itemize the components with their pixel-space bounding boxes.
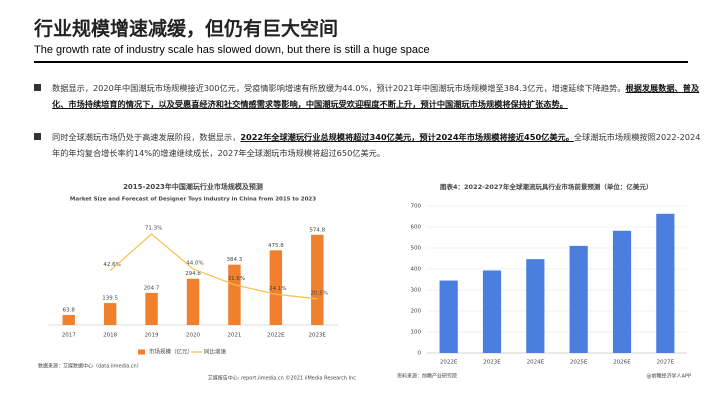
x-tick-label: 2018	[103, 333, 117, 339]
x-tick-label: 2024E	[527, 360, 545, 366]
x-tick-label: 2025E	[570, 360, 588, 366]
data-label: 42.6%	[103, 262, 120, 268]
data-label: 24.1%	[269, 286, 286, 292]
legend-label: 同比增速	[204, 348, 227, 356]
bar	[482, 270, 502, 353]
bullet: 数据显示，2020年中国潮玩市场规模接近300亿元，受疫情影响增速有所放缓为44…	[34, 80, 702, 112]
bar	[186, 278, 200, 325]
footer-note: 艾媒报告中心: report.iimedia.cn ©2021 iiMedia …	[208, 375, 356, 382]
legend-swatch	[138, 349, 145, 355]
x-tick-label: 2026E	[613, 360, 631, 366]
x-tick-label: 2020	[186, 333, 200, 339]
y-tick-label: 500	[411, 246, 422, 252]
bar	[311, 234, 324, 325]
bar	[145, 292, 158, 325]
body-text: 全球潮玩市场规模按照2022-2024年的年均复合增长率约14%的增速继续成长，…	[52, 132, 701, 158]
data-label: 44.0%	[186, 260, 203, 266]
y-tick-label: 400	[411, 267, 422, 273]
data-label: 71.3%	[145, 226, 162, 232]
data-label: 475.8	[268, 243, 284, 249]
slide-subtitle: The growth rate of industry scale has sl…	[34, 44, 430, 56]
y-tick-label: 200	[411, 309, 422, 315]
y-tick-label: 100	[411, 330, 422, 336]
data-label: 204.7	[144, 285, 160, 291]
y-tick-label: 300	[411, 288, 422, 294]
y-tick-label: 0	[418, 351, 422, 357]
chart: 2015-2023年中国潮玩行业市场规模及预测 Market Size and F…	[38, 182, 356, 382]
slide-title: 行业规模增速减缓，但仍有巨大空间	[34, 18, 339, 40]
x-tick-label: 2019	[145, 333, 159, 339]
y-tick-label: 700	[411, 204, 422, 210]
y-tick-label: 600	[411, 225, 422, 231]
line-series	[109, 233, 318, 300]
footer-note: @前瞻经济学人APP	[647, 373, 691, 380]
body-text: 同时全球潮玩市场仍处于高速发展阶段，数据显示，	[52, 132, 241, 142]
bullet: 同时全球潮玩市场仍处于高速发展阶段，数据显示，2022年全球潮玩行业总规模将超过…	[34, 129, 702, 161]
chart-title: 图表4：2022-2027年全球潮流玩具行业市场前景预测（单位：亿美元）	[440, 182, 652, 191]
bar	[269, 250, 283, 325]
divider	[34, 61, 688, 63]
x-tick-label: 2022E	[267, 333, 285, 339]
x-tick-label: 2017	[62, 333, 76, 339]
x-tick-label: 2021	[227, 333, 241, 339]
x-tick-label: 2022E	[440, 360, 458, 366]
x-tick-label: 2027E	[657, 360, 675, 366]
bar	[228, 264, 241, 325]
source-note: 数据来源：艾媒数据中心（data.iimedia.cn）	[38, 363, 142, 370]
data-label: 20.5%	[311, 290, 328, 296]
data-label: 294.8	[185, 271, 201, 277]
bar	[526, 259, 545, 353]
bar	[656, 213, 675, 353]
emphasis-text: 2022年全球潮玩行业总规模将超过340亿美元，预计2024年市场规模将接近45…	[240, 132, 574, 142]
bar	[103, 303, 117, 325]
chart-subtitle: Market Size and Forecast of Designer Toy…	[70, 197, 316, 203]
data-label: 574.8	[309, 227, 325, 233]
chart: 图表4：2022-2027年全球潮流玩具行业市场前景预测（单位：亿美元） 0 100…	[397, 182, 691, 380]
x-tick-label: 2023E	[483, 360, 501, 366]
bar	[612, 230, 632, 353]
data-label: 384.3	[227, 257, 243, 263]
x-tick-label: 2023E	[309, 333, 327, 339]
legend-label: 市场规模（亿元）	[149, 348, 193, 356]
chart-title: 2015-2023年中国潮玩行业市场规模及预测	[123, 182, 263, 191]
source-note: 资料来源：前瞻产业研究院	[397, 373, 457, 380]
emphasis-text: 根据发展数据、普及化、市场持续培育的情况下，以及受惠喜经济和社交情感需求等影响，…	[52, 83, 700, 109]
data-label: 31.6%	[228, 276, 245, 282]
data-label: 63.8	[63, 307, 76, 313]
bar	[62, 314, 75, 325]
bar	[439, 280, 458, 353]
body-text: 数据显示，2020年中国潮玩市场规模接近300亿元，受疫情影响增速有所放缓为44…	[52, 83, 626, 93]
data-label: 139.5	[102, 296, 118, 302]
bar	[569, 245, 588, 353]
